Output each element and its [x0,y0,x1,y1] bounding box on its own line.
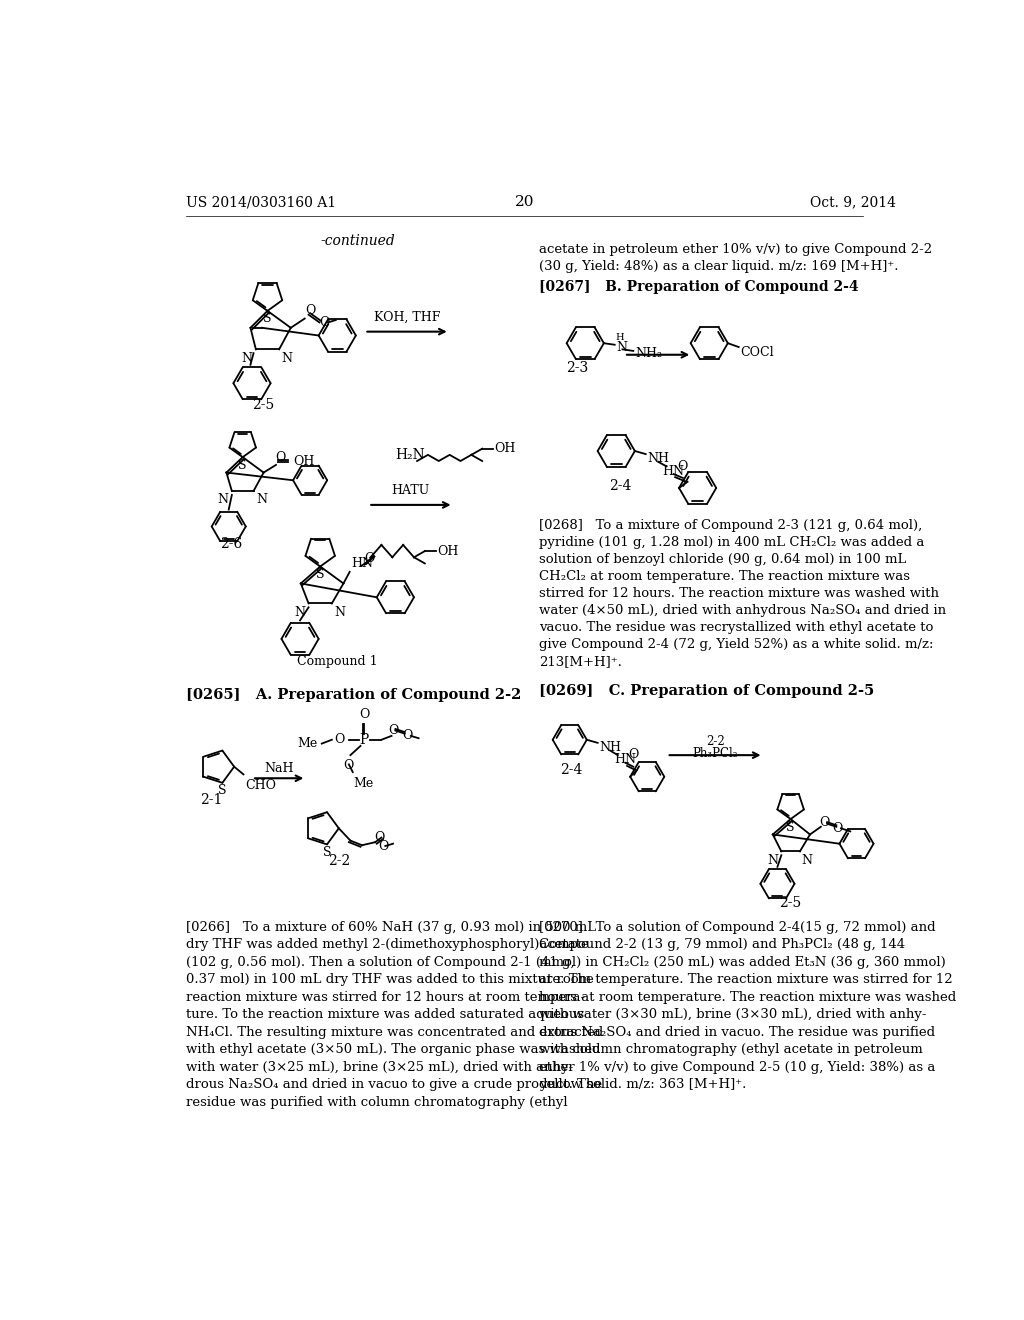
Text: H₂N: H₂N [395,447,425,462]
Text: O: O [359,708,370,721]
Text: O: O [819,816,829,829]
Text: OH: OH [495,442,516,455]
Text: S: S [239,459,247,471]
Text: KOH, THF: KOH, THF [374,312,440,323]
Text: Me: Me [353,776,374,789]
Text: 2-4: 2-4 [560,763,583,777]
Text: NaH: NaH [264,762,294,775]
Text: [0265]   A. Preparation of Compound 2-2: [0265] A. Preparation of Compound 2-2 [186,688,521,702]
Text: [0269]   C. Preparation of Compound 2-5: [0269] C. Preparation of Compound 2-5 [539,684,874,697]
Text: O: O [318,315,330,329]
Text: N: N [767,854,778,867]
Text: [0266]   To a mixture of 60% NaH (37 g, 0.93 mol) in 500 mL
dry THF was added me: [0266] To a mixture of 60% NaH (37 g, 0.… [186,921,603,1109]
Text: O: O [375,832,385,843]
Text: N: N [241,351,252,364]
Text: Me: Me [298,737,317,750]
Text: OH: OH [437,545,459,557]
Text: -continued: -continued [321,234,395,248]
Text: H: H [615,333,625,342]
Text: P: P [359,733,369,747]
Text: [0270]   To a solution of Compound 2-4(15 g, 72 mmol) and
Compound 2-2 (13 g, 79: [0270] To a solution of Compound 2-4(15 … [539,921,956,1092]
Text: O: O [275,451,286,465]
Text: [0268]   To a mixture of Compound 2-3 (121 g, 0.64 mol),
pyridine (101 g, 1.28 m: [0268] To a mixture of Compound 2-3 (121… [539,519,946,668]
Text: S: S [323,846,332,859]
Text: O: O [344,759,354,772]
Text: S: S [786,821,795,834]
Text: OH: OH [293,454,314,467]
Text: O: O [388,723,398,737]
Text: NH: NH [647,453,670,465]
Text: NH: NH [599,741,622,754]
Text: HATU: HATU [392,484,430,498]
Text: O: O [628,748,639,762]
Text: O: O [378,841,388,853]
Text: [0267]   B. Preparation of Compound 2-4: [0267] B. Preparation of Compound 2-4 [539,280,858,294]
Text: 20: 20 [515,195,535,209]
Text: 2-2: 2-2 [328,854,350,869]
Text: CHO: CHO [245,779,276,792]
Text: N: N [295,606,305,619]
Text: O: O [335,733,345,746]
Text: COCl: COCl [740,346,774,359]
Text: HN: HN [614,754,637,767]
Text: S: S [218,784,226,797]
Text: 2-3: 2-3 [566,362,589,375]
Text: S: S [316,568,325,581]
Text: 2-4: 2-4 [609,479,632,492]
Text: 2-6: 2-6 [220,537,243,550]
Text: acetate in petroleum ether 10% v/v) to give Compound 2-2
(30 g, Yield: 48%) as a: acetate in petroleum ether 10% v/v) to g… [539,243,932,273]
Text: Compound 1: Compound 1 [297,655,378,668]
Text: O: O [365,552,375,565]
Text: HN: HN [663,465,685,478]
Text: N: N [256,494,267,507]
Text: S: S [263,313,271,326]
Text: N: N [218,494,228,507]
Text: N: N [282,351,293,364]
Text: N: N [334,606,345,619]
Text: Ph₃PCl₂: Ph₃PCl₂ [692,747,738,760]
Text: NH₂: NH₂ [635,347,662,360]
Text: 2-5: 2-5 [779,896,802,909]
Text: O: O [677,459,687,473]
Text: O: O [401,730,413,742]
Text: O: O [833,822,843,834]
Text: 2-1: 2-1 [201,792,223,807]
Text: O: O [306,305,316,317]
Text: N: N [802,854,812,867]
Text: N: N [616,342,628,354]
Text: 2-2: 2-2 [707,735,725,748]
Text: Oct. 9, 2014: Oct. 9, 2014 [810,195,896,209]
Text: HN: HN [351,557,373,570]
Text: 2-5: 2-5 [253,397,274,412]
Text: US 2014/0303160 A1: US 2014/0303160 A1 [186,195,336,209]
